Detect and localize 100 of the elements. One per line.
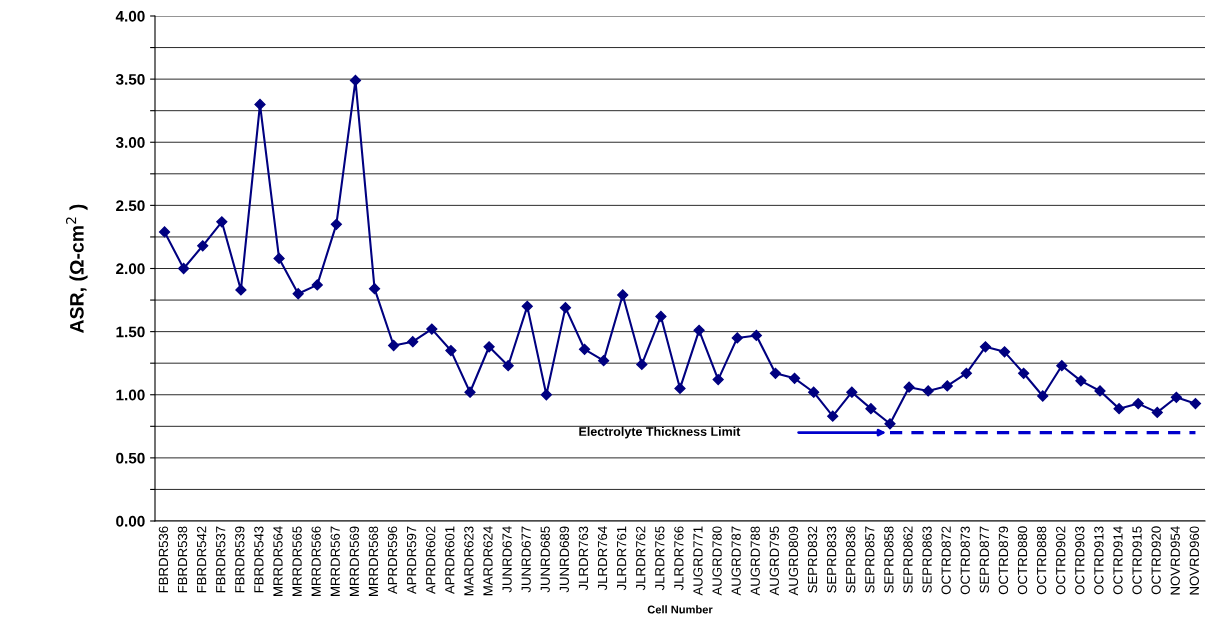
x-tick-label: OCTRD914 [1113,526,1123,595]
annotation: Electrolyte Thickness Limit [579,426,741,439]
x-tick-label: FBRDR542 [196,526,207,593]
x-tick-label: JUNRD689 [559,526,569,593]
x-tick-label: APRDR601 [445,526,455,595]
point [941,380,953,392]
x-tick-label: AUGRD780 [712,526,722,596]
point [598,355,610,367]
point [388,339,400,352]
x-tick-label: FBRDR538 [177,526,188,593]
x-tick-label: OCTRD915 [1132,526,1142,595]
x-tick-label: SEPRD832 [807,526,818,593]
point [712,373,724,386]
x-tick-label: JLRDR765 [655,526,665,591]
point [788,372,801,384]
point [426,323,438,335]
point [559,302,572,314]
point [769,367,782,379]
x-tick-label: SEPRD836 [846,526,856,593]
point [998,346,1011,358]
x-tick-label: AUGRD788 [750,526,760,596]
point [445,344,457,357]
y-tick-label: 3.00 [115,137,145,148]
point [235,284,247,296]
x-tick-label: JLRDR763 [578,526,589,591]
x-tick-label: MRRDR569 [349,526,359,596]
y-tick-label: 4.00 [115,10,145,22]
x-tick-label: AUGRD771 [693,526,703,596]
point [349,74,362,86]
point [731,332,743,344]
point [884,418,896,430]
y-tick-label: 1.00 [116,389,145,401]
y-tick-label: 2.00 [116,263,145,275]
x-tick-label: SEPRD862 [903,526,913,593]
point [960,367,972,379]
x-tick-label: OCTRD879 [998,526,1009,595]
x-tick-label: MRRDR566 [311,526,321,596]
y-tick-label: 3.50 [115,73,145,85]
x-tick-label: JLRDR764 [597,526,608,591]
x-tick-label: AUGRD787 [731,526,741,596]
point [1170,391,1182,403]
y-tick-label: 1.50 [116,326,145,338]
x-tick-label: OCTRD872 [941,526,951,595]
point [407,336,419,348]
y-tick-label: 0.00 [116,515,145,527]
point [674,382,686,395]
point [693,324,705,336]
point [1151,406,1163,419]
point [521,300,533,312]
x-tick-label: JLRDR766 [674,526,684,591]
point [178,262,190,275]
x-tick-label: MRRDR564 [273,526,283,596]
point [617,289,629,301]
x-tick-label: SEPRD863 [922,526,932,593]
point [578,343,591,355]
point [827,410,839,422]
x-tick-label: MARDR624 [483,526,493,596]
point [254,98,266,110]
x-tick-label: AUGRD809 [788,526,799,596]
x-tick-label: OCTRD913 [1094,526,1104,595]
point [979,341,992,353]
x-tick-label: APRDR602 [426,526,436,595]
point [330,218,342,230]
x-tick-label: SEPRD833 [826,526,837,593]
x-tick-label: FBRDR539 [235,526,245,593]
point [636,358,648,371]
x-tick-label: NOVRD954 [1170,526,1180,595]
x-tick-label: FBRDR543 [254,526,264,593]
x-tick-label: FBRDR537 [216,526,226,593]
point [216,216,228,228]
point [368,283,381,295]
x-tick-label: JLRDR761 [616,526,627,591]
x-tick-label: AUGRD795 [769,526,779,596]
x-tick-label: JLRDR762 [636,526,646,591]
point [865,403,877,415]
y-tick-label: 0.50 [116,452,145,464]
x-tick-label: OCTRD920 [1151,526,1161,595]
x-tick-label: OCTRD903 [1075,526,1085,595]
point [1189,397,1202,410]
point [1132,397,1144,410]
x-tick-label: MRRDR568 [368,526,379,596]
x-tick-label: SEPRD877 [979,526,989,593]
x-tick-label: SEPRD858 [884,526,894,593]
x-tick-label: APRDR596 [387,526,398,595]
x-tick-label: OCTRD902 [1056,526,1066,595]
point [846,386,858,398]
x-tick-label: MARDR623 [464,526,474,596]
point [464,386,476,398]
point [292,288,304,300]
x-tick-label: FBRDR536 [158,526,169,593]
point [483,341,495,353]
point [273,252,285,265]
x-tick-label: NOVRD960 [1189,526,1199,595]
point [158,226,171,238]
x-tick-label: APRDR597 [406,526,417,595]
point [502,360,514,372]
x-tick-label: JUNRD685 [540,526,550,593]
point [311,279,323,291]
point [1056,360,1068,372]
point [1018,367,1030,379]
